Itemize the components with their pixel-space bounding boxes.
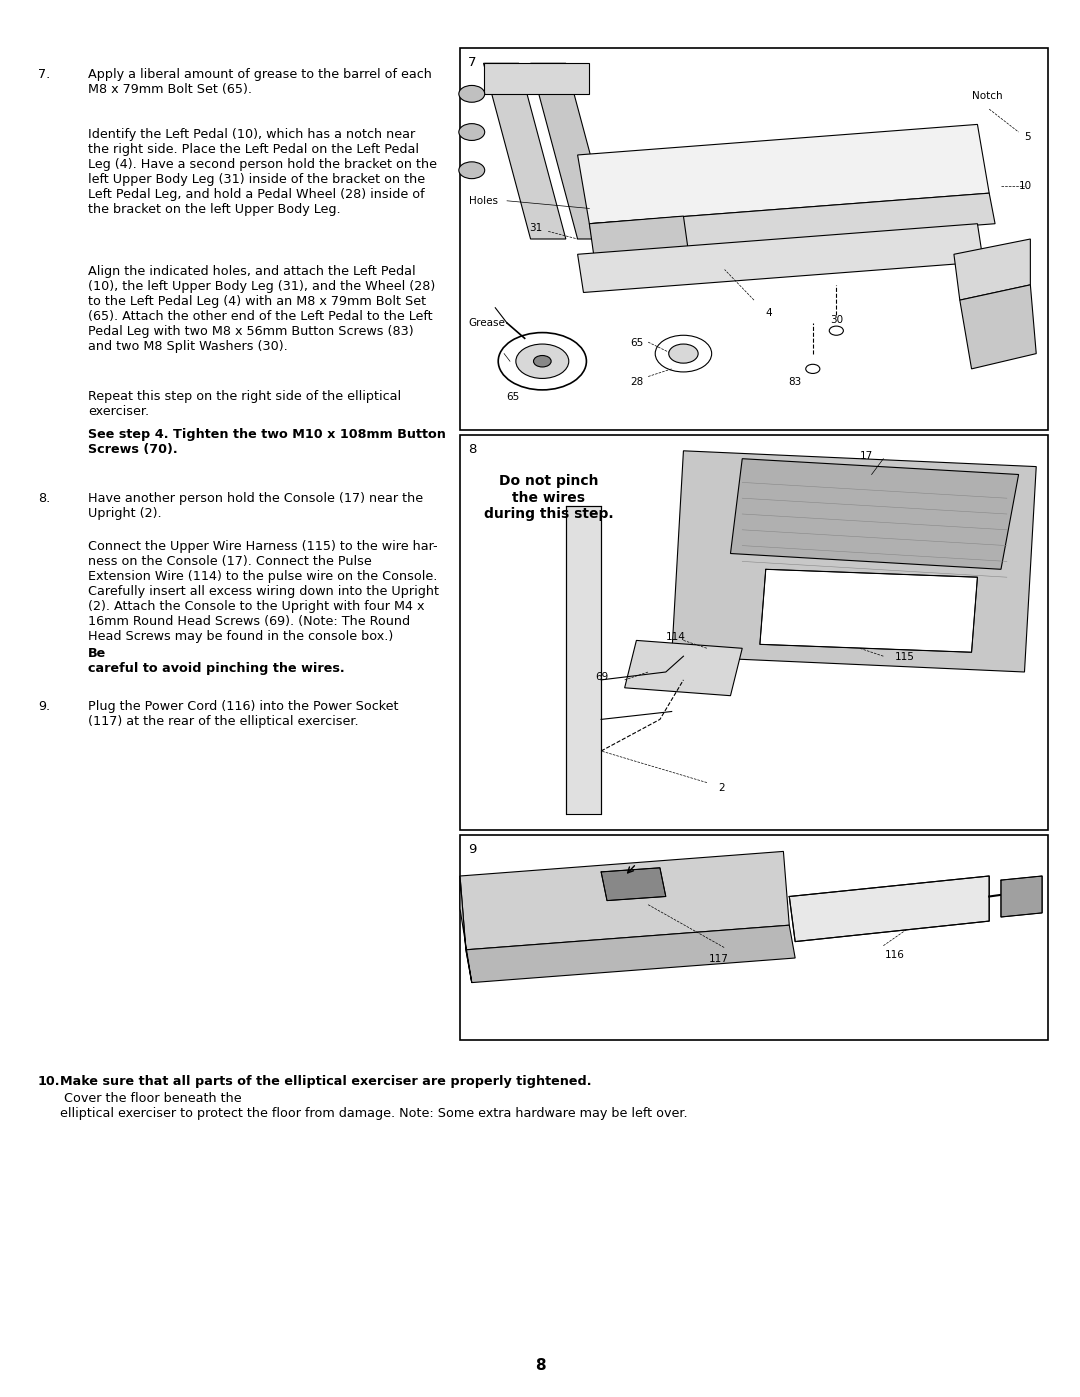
Text: Do not pinch
the wires
during this step.: Do not pinch the wires during this step. bbox=[484, 475, 613, 521]
Text: 9: 9 bbox=[468, 842, 476, 856]
Text: 83: 83 bbox=[788, 377, 801, 387]
Ellipse shape bbox=[534, 355, 551, 367]
Text: Connect the Upper Wire Harness (115) to the wire har-
ness on the Console (17). : Connect the Upper Wire Harness (115) to … bbox=[87, 541, 437, 583]
Polygon shape bbox=[760, 570, 977, 652]
Text: 31: 31 bbox=[529, 222, 542, 232]
Text: 7.: 7. bbox=[38, 68, 51, 81]
Ellipse shape bbox=[498, 332, 586, 390]
Text: 5: 5 bbox=[1025, 133, 1031, 142]
Text: 17: 17 bbox=[860, 451, 873, 461]
Text: 9.: 9. bbox=[38, 700, 50, 712]
Polygon shape bbox=[590, 217, 689, 265]
Text: 8: 8 bbox=[535, 1358, 545, 1373]
Text: Have another person hold the Console (17) near the
Upright (2).: Have another person hold the Console (17… bbox=[87, 492, 423, 520]
Polygon shape bbox=[484, 63, 566, 239]
Text: 8: 8 bbox=[468, 443, 476, 455]
Text: Make sure that all parts of the elliptical exerciser are properly tightened.: Make sure that all parts of the elliptic… bbox=[60, 1076, 592, 1088]
Text: 28: 28 bbox=[630, 377, 643, 387]
Polygon shape bbox=[730, 458, 1018, 570]
Polygon shape bbox=[590, 193, 995, 254]
Text: Repeat this step on the right side of the elliptical
exerciser.: Repeat this step on the right side of th… bbox=[87, 390, 401, 418]
Polygon shape bbox=[460, 876, 472, 982]
Polygon shape bbox=[954, 239, 1030, 300]
Text: Carefully insert all excess wiring down into the Upright
(2). Attach the Console: Carefully insert all excess wiring down … bbox=[87, 585, 438, 643]
Ellipse shape bbox=[459, 85, 485, 102]
Text: 10: 10 bbox=[1018, 180, 1031, 190]
Text: 65: 65 bbox=[507, 391, 519, 402]
Bar bbox=[460, 434, 1048, 830]
Polygon shape bbox=[602, 868, 665, 901]
Text: Notch: Notch bbox=[972, 91, 1002, 102]
Polygon shape bbox=[789, 876, 989, 942]
Text: 8.: 8. bbox=[38, 492, 51, 504]
Text: 2: 2 bbox=[718, 782, 726, 792]
Text: 65: 65 bbox=[630, 338, 643, 348]
Text: 116: 116 bbox=[886, 950, 905, 960]
Text: 117: 117 bbox=[708, 954, 729, 964]
Text: Be
careful to avoid pinching the wires.: Be careful to avoid pinching the wires. bbox=[87, 647, 345, 675]
Text: Apply a liberal amount of grease to the barrel of each
M8 x 79mm Bolt Set (65).: Apply a liberal amount of grease to the … bbox=[87, 68, 432, 96]
Text: Plug the Power Cord (116) into the Power Socket
(117) at the rear of the ellipti: Plug the Power Cord (116) into the Power… bbox=[87, 700, 399, 728]
Text: See step 4. Tighten the two M10 x 108mm Button
Screws (70).: See step 4. Tighten the two M10 x 108mm … bbox=[87, 427, 446, 455]
Polygon shape bbox=[960, 285, 1036, 369]
Polygon shape bbox=[578, 224, 983, 292]
Text: Identify the Left Pedal (10), which has a notch near
the right side. Place the L: Identify the Left Pedal (10), which has … bbox=[87, 129, 437, 217]
Text: 69: 69 bbox=[595, 672, 608, 682]
Text: 114: 114 bbox=[665, 633, 686, 643]
Bar bbox=[460, 47, 1048, 430]
Text: Holes: Holes bbox=[469, 196, 498, 205]
Text: 30: 30 bbox=[829, 316, 842, 326]
Text: 115: 115 bbox=[895, 652, 915, 662]
Ellipse shape bbox=[516, 344, 569, 379]
Text: Align the indicated holes, and attach the Left Pedal
(10), the left Upper Body L: Align the indicated holes, and attach th… bbox=[87, 265, 435, 353]
Ellipse shape bbox=[656, 335, 712, 372]
Polygon shape bbox=[465, 925, 795, 982]
Polygon shape bbox=[672, 451, 1036, 672]
Bar bbox=[460, 835, 1048, 1039]
Ellipse shape bbox=[669, 344, 698, 363]
Polygon shape bbox=[460, 851, 789, 950]
Text: Cover the floor beneath the
elliptical exerciser to protect the floor from damag: Cover the floor beneath the elliptical e… bbox=[60, 1092, 688, 1120]
Polygon shape bbox=[566, 506, 602, 814]
Polygon shape bbox=[484, 63, 590, 94]
Polygon shape bbox=[578, 124, 989, 224]
Ellipse shape bbox=[459, 124, 485, 141]
Text: Grease: Grease bbox=[469, 319, 505, 328]
Ellipse shape bbox=[459, 162, 485, 179]
Text: 10.: 10. bbox=[38, 1076, 60, 1088]
Polygon shape bbox=[624, 640, 742, 696]
Ellipse shape bbox=[829, 326, 843, 335]
Polygon shape bbox=[1001, 876, 1042, 916]
Polygon shape bbox=[530, 63, 612, 239]
Text: 4: 4 bbox=[766, 307, 772, 317]
Ellipse shape bbox=[806, 365, 820, 373]
Text: 7: 7 bbox=[468, 56, 476, 68]
